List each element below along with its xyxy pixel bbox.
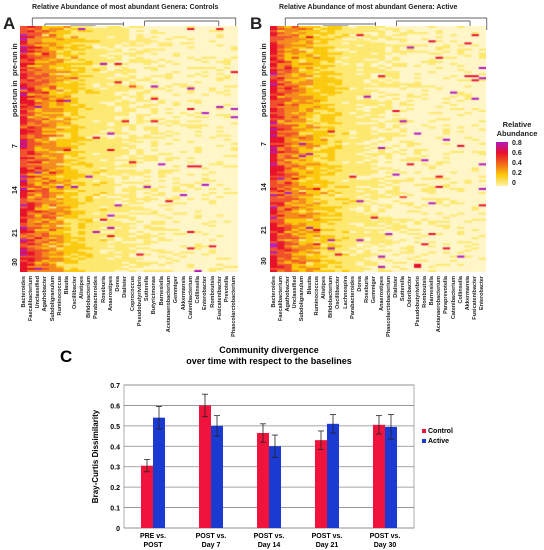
x-tick-label: Day 30 xyxy=(374,542,397,549)
y-tick-label: 0 xyxy=(116,526,120,533)
bar-active xyxy=(385,426,397,528)
legend-tick-label: 0.2 xyxy=(512,170,522,177)
heatmap-a-title: Relative Abundance of most abundant Gene… xyxy=(32,4,219,11)
heatmap-row-label: 14 xyxy=(12,186,19,194)
x-tick-label: Day 21 xyxy=(316,542,339,549)
legend-swatch-control xyxy=(422,429,426,433)
genus-label: Unclassified xyxy=(35,276,42,309)
heatmap-b-grid xyxy=(270,26,486,272)
panel-letter-a: A xyxy=(3,14,16,33)
legend-swatch-active xyxy=(422,439,426,443)
legend-tick-label: 0.8 xyxy=(512,140,522,147)
x-tick-label: Day 14 xyxy=(258,542,281,549)
bar-control xyxy=(141,465,153,528)
legend-label-active: Active xyxy=(428,438,449,445)
y-tick-label: 0.3 xyxy=(110,465,120,472)
x-tick-label: PRE vs. xyxy=(140,533,166,540)
y-tick-label: 0.6 xyxy=(110,403,120,410)
x-tick-label: Day 7 xyxy=(202,542,221,549)
heatmap-row-label: 7 xyxy=(12,144,19,148)
legend-title: Relative Abundance xyxy=(496,120,538,138)
bar-control xyxy=(199,405,211,528)
bar-control xyxy=(373,424,385,528)
genus-label: Subdoligranulum xyxy=(49,276,56,322)
bar-active xyxy=(211,425,223,528)
bar-active xyxy=(153,417,165,528)
y-tick-label: 0.4 xyxy=(110,444,120,451)
heatmap-row-label: 21 xyxy=(12,229,19,237)
x-tick-label: POST vs. xyxy=(196,533,227,540)
bar-control xyxy=(315,440,327,528)
legend-label-control: Control xyxy=(428,428,453,435)
x-tick-label: POST vs. xyxy=(254,533,285,540)
heatmap-a-grid xyxy=(20,26,238,272)
y-tick-label: 0.2 xyxy=(110,485,120,492)
y-tick-label: 0.7 xyxy=(110,383,120,390)
heatmap-row-label: 21 xyxy=(261,226,268,234)
genus-label: Faecalibacterium xyxy=(27,276,34,321)
x-tick-label: POST vs. xyxy=(312,533,343,540)
legend-tick-label: 0 xyxy=(512,180,516,187)
panel-letter-c: C xyxy=(60,347,72,366)
bar-active xyxy=(327,423,339,528)
heatmap-row-label: 30 xyxy=(12,258,19,266)
chart-title: over time with respect to the baselines xyxy=(186,356,352,366)
y-tick-label: 0.1 xyxy=(110,506,120,513)
x-tick-label: POST xyxy=(143,542,163,549)
heatmap-b-title: Relative Abundance of most abundant Gene… xyxy=(279,4,458,11)
heatmap-row-label: 30 xyxy=(261,257,268,265)
bar-active xyxy=(269,446,281,528)
y-tick-label: 0.5 xyxy=(110,424,120,431)
x-tick-label: POST vs. xyxy=(370,533,401,540)
genus-label: Agathobacter xyxy=(42,276,49,312)
heatmap-row-label: pre-run in xyxy=(12,43,19,76)
panel-letter-b: B xyxy=(250,14,263,33)
heatmap-row-label: post-run in xyxy=(12,80,19,117)
y-axis-label: Bray-Curtis Dissimilarity xyxy=(91,409,100,503)
legend-tick-label: 0.4 xyxy=(512,160,522,167)
bar-control xyxy=(257,433,269,528)
heatmap-row-label: 7 xyxy=(261,142,268,146)
chart-title: Community divergence xyxy=(219,345,319,355)
heatmap-row-label: 14 xyxy=(261,183,268,191)
legend-color-bar xyxy=(496,142,508,186)
heatmap-row-label: post-run in xyxy=(261,80,268,117)
heatmap-row-label: pre-run in xyxy=(261,43,268,76)
legend-tick-label: 0.6 xyxy=(512,150,522,157)
genus-label: Bacteroides xyxy=(20,276,27,308)
